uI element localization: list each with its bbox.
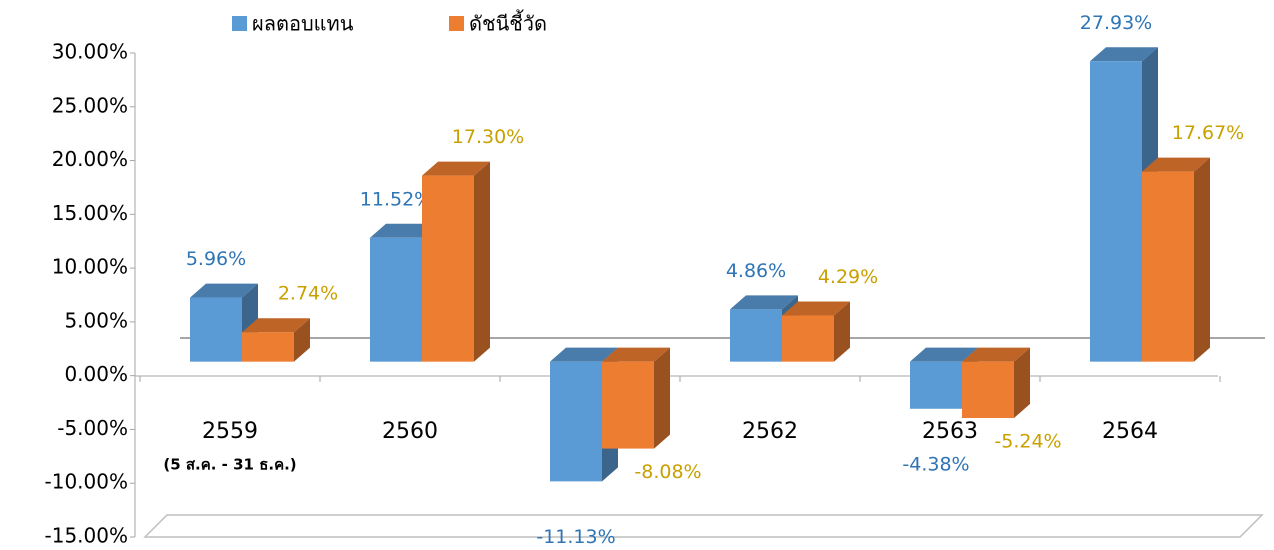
value-label: 5.96% xyxy=(186,248,246,270)
bar xyxy=(242,332,294,362)
value-label: 4.86% xyxy=(726,260,786,282)
value-label: 17.67% xyxy=(1172,122,1244,144)
x-tick-label: 2564 xyxy=(1102,419,1158,444)
value-label: 27.93% xyxy=(1080,12,1152,34)
bar xyxy=(1142,171,1194,362)
y-tick-label: 10.00% xyxy=(52,255,128,279)
bar-top xyxy=(782,301,850,316)
y-tick-label: -15.00% xyxy=(45,524,128,548)
value-label: 11.52% xyxy=(360,188,432,210)
x-tick-label: 2559 xyxy=(202,419,258,444)
x-tick-label: 2560 xyxy=(382,419,438,444)
y-tick-label: 5.00% xyxy=(64,308,128,332)
legend-swatch xyxy=(232,16,247,31)
value-label: -4.38% xyxy=(902,453,969,475)
bar-top xyxy=(422,161,490,176)
bar-top xyxy=(550,347,618,362)
floor xyxy=(143,514,1264,538)
bar xyxy=(190,297,242,362)
x-tick-sublabel: (5 ส.ค. - 31 ธ.ค.) xyxy=(163,456,296,474)
bar-side xyxy=(1014,347,1030,419)
value-label: -11.13% xyxy=(536,526,615,548)
bar xyxy=(1090,61,1142,362)
bar-side xyxy=(474,161,490,362)
bar xyxy=(422,175,474,362)
bar xyxy=(602,361,654,449)
bar-top xyxy=(910,347,978,362)
value-label: 4.29% xyxy=(818,266,878,288)
y-tick-label: 30.00% xyxy=(52,40,128,64)
bar-top xyxy=(730,295,798,310)
legend-swatch xyxy=(449,16,464,31)
bar-side xyxy=(834,301,850,362)
y-tick-label: 20.00% xyxy=(52,147,128,171)
y-tick-label: -10.00% xyxy=(45,470,128,494)
value-label: -8.08% xyxy=(634,461,701,483)
bar xyxy=(370,237,422,362)
bar-top xyxy=(190,283,258,298)
bar-top xyxy=(962,347,1030,362)
bar xyxy=(782,315,834,362)
bar-top xyxy=(1142,157,1210,172)
x-tick-label: 2562 xyxy=(742,419,798,444)
y-tick-label: 15.00% xyxy=(52,201,128,225)
y-tick-label: -5.00% xyxy=(57,416,128,440)
bar xyxy=(730,309,782,362)
y-tick-label: 25.00% xyxy=(52,93,128,117)
bar xyxy=(910,361,962,409)
legend-label: ผลตอบแทน xyxy=(252,12,354,36)
x-tick-label: 2563 xyxy=(922,419,978,444)
bar xyxy=(962,361,1014,419)
bar xyxy=(550,361,602,482)
bar-side xyxy=(1194,157,1210,362)
bar-side xyxy=(654,347,670,449)
value-label: 17.30% xyxy=(452,126,524,148)
value-label: 2.74% xyxy=(278,283,338,305)
value-label: -5.24% xyxy=(994,431,1061,453)
legend-label: ดัชนีชี้วัด xyxy=(469,10,547,36)
bar-top xyxy=(1090,47,1158,62)
bar-side xyxy=(294,318,310,362)
bar-top xyxy=(242,318,310,333)
bar-top xyxy=(370,223,438,238)
bar-top xyxy=(602,347,670,362)
y-tick-label: 0.00% xyxy=(64,362,128,386)
